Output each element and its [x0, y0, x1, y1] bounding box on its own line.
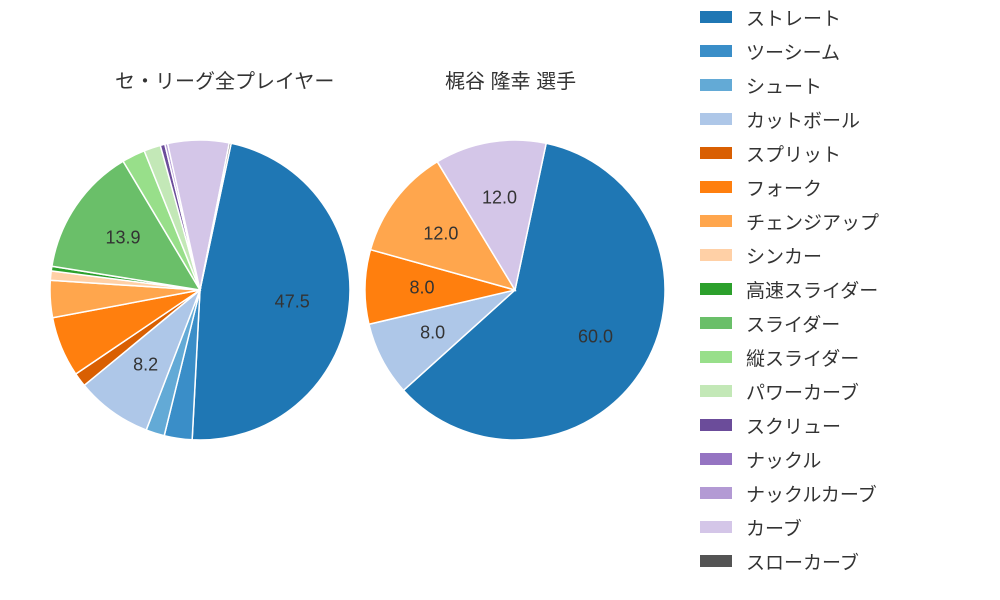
- legend-label-fork: フォーク: [746, 174, 822, 201]
- slice-label-slider: 13.9: [105, 227, 140, 248]
- legend-label-curve: カーブ: [746, 514, 802, 541]
- legend-label-slider: スライダー: [746, 310, 840, 337]
- legend-item-fork: フォーク: [700, 170, 990, 204]
- legend-swatch-slider: [700, 317, 732, 329]
- legend-swatch-fork: [700, 181, 732, 193]
- legend-swatch-sinker: [700, 249, 732, 261]
- legend-swatch-changeup: [700, 215, 732, 227]
- slice-label-cutball: 8.2: [133, 355, 158, 376]
- legend-swatch-cutball: [700, 113, 732, 125]
- legend-item-slider: スライダー: [700, 306, 990, 340]
- legend-item-shoot: シュート: [700, 68, 990, 102]
- legend-swatch-straight: [700, 11, 732, 23]
- legend-item-fast_slider: 高速スライダー: [700, 272, 990, 306]
- slice-label-fork: 8.0: [410, 278, 435, 299]
- legend-item-split: スプリット: [700, 136, 990, 170]
- legend-label-screw: スクリュー: [746, 412, 841, 439]
- legend-item-changeup: チェンジアップ: [700, 204, 990, 238]
- legend-label-split: スプリット: [746, 140, 841, 167]
- legend-item-vert_slider: 縦スライダー: [700, 340, 990, 374]
- legend-label-power_curve: パワーカーブ: [746, 378, 859, 405]
- legend-swatch-shoot: [700, 79, 732, 91]
- legend-swatch-fast_slider: [700, 283, 732, 295]
- legend-label-knuckle: ナックル: [746, 446, 821, 473]
- pie-title-player: 梶谷 隆幸 選手: [445, 65, 576, 94]
- legend-label-two_seam: ツーシーム: [746, 38, 840, 65]
- legend-item-two_seam: ツーシーム: [700, 34, 990, 68]
- legend-label-changeup: チェンジアップ: [746, 208, 879, 235]
- legend-label-fast_slider: 高速スライダー: [746, 276, 878, 303]
- legend-swatch-knuckle_curve: [700, 487, 732, 499]
- slice-label-changeup: 12.0: [423, 223, 458, 244]
- legend-item-knuckle: ナックル: [700, 442, 990, 476]
- legend-item-straight: ストレート: [700, 0, 990, 34]
- legend-item-knuckle_curve: ナックルカーブ: [700, 476, 990, 510]
- legend: ストレートツーシームシュートカットボールスプリットフォークチェンジアップシンカー…: [700, 0, 990, 578]
- legend-label-sinker: シンカー: [746, 242, 822, 269]
- legend-label-straight: ストレート: [746, 4, 841, 31]
- legend-label-slow_curve: スローカーブ: [746, 548, 859, 575]
- legend-label-knuckle_curve: ナックルカーブ: [746, 480, 877, 507]
- pie-chart-league: 47.5 8.2 13.9: [50, 140, 350, 440]
- legend-item-slow_curve: スローカーブ: [700, 544, 990, 578]
- legend-item-cutball: カットボール: [700, 102, 990, 136]
- legend-item-power_curve: パワーカーブ: [700, 374, 990, 408]
- slice-label-straight: 60.0: [578, 326, 613, 347]
- legend-swatch-screw: [700, 419, 732, 431]
- slice-label-cutball: 8.0: [420, 323, 445, 344]
- legend-swatch-vert_slider: [700, 351, 732, 363]
- legend-swatch-split: [700, 147, 732, 159]
- legend-item-sinker: シンカー: [700, 238, 990, 272]
- slice-label-straight: 47.5: [275, 292, 310, 313]
- legend-swatch-power_curve: [700, 385, 732, 397]
- legend-swatch-slow_curve: [700, 555, 732, 567]
- legend-swatch-two_seam: [700, 45, 732, 57]
- legend-swatch-curve: [700, 521, 732, 533]
- legend-swatch-knuckle: [700, 453, 732, 465]
- pie-title-league: セ・リーグ全プレイヤー: [115, 65, 334, 94]
- legend-label-vert_slider: 縦スライダー: [746, 344, 859, 371]
- chart-canvas: セ・リーグ全プレイヤー 47.5 8.2 13.9 梶谷 隆幸 選手 60.0 8.0…: [0, 0, 1000, 600]
- pie-chart-player: 60.0 8.0 8.0 12.0 12.0: [365, 140, 665, 440]
- legend-item-screw: スクリュー: [700, 408, 990, 442]
- legend-item-curve: カーブ: [700, 510, 990, 544]
- slice-label-curve: 12.0: [482, 188, 517, 209]
- legend-label-shoot: シュート: [746, 72, 822, 99]
- legend-label-cutball: カットボール: [746, 106, 860, 133]
